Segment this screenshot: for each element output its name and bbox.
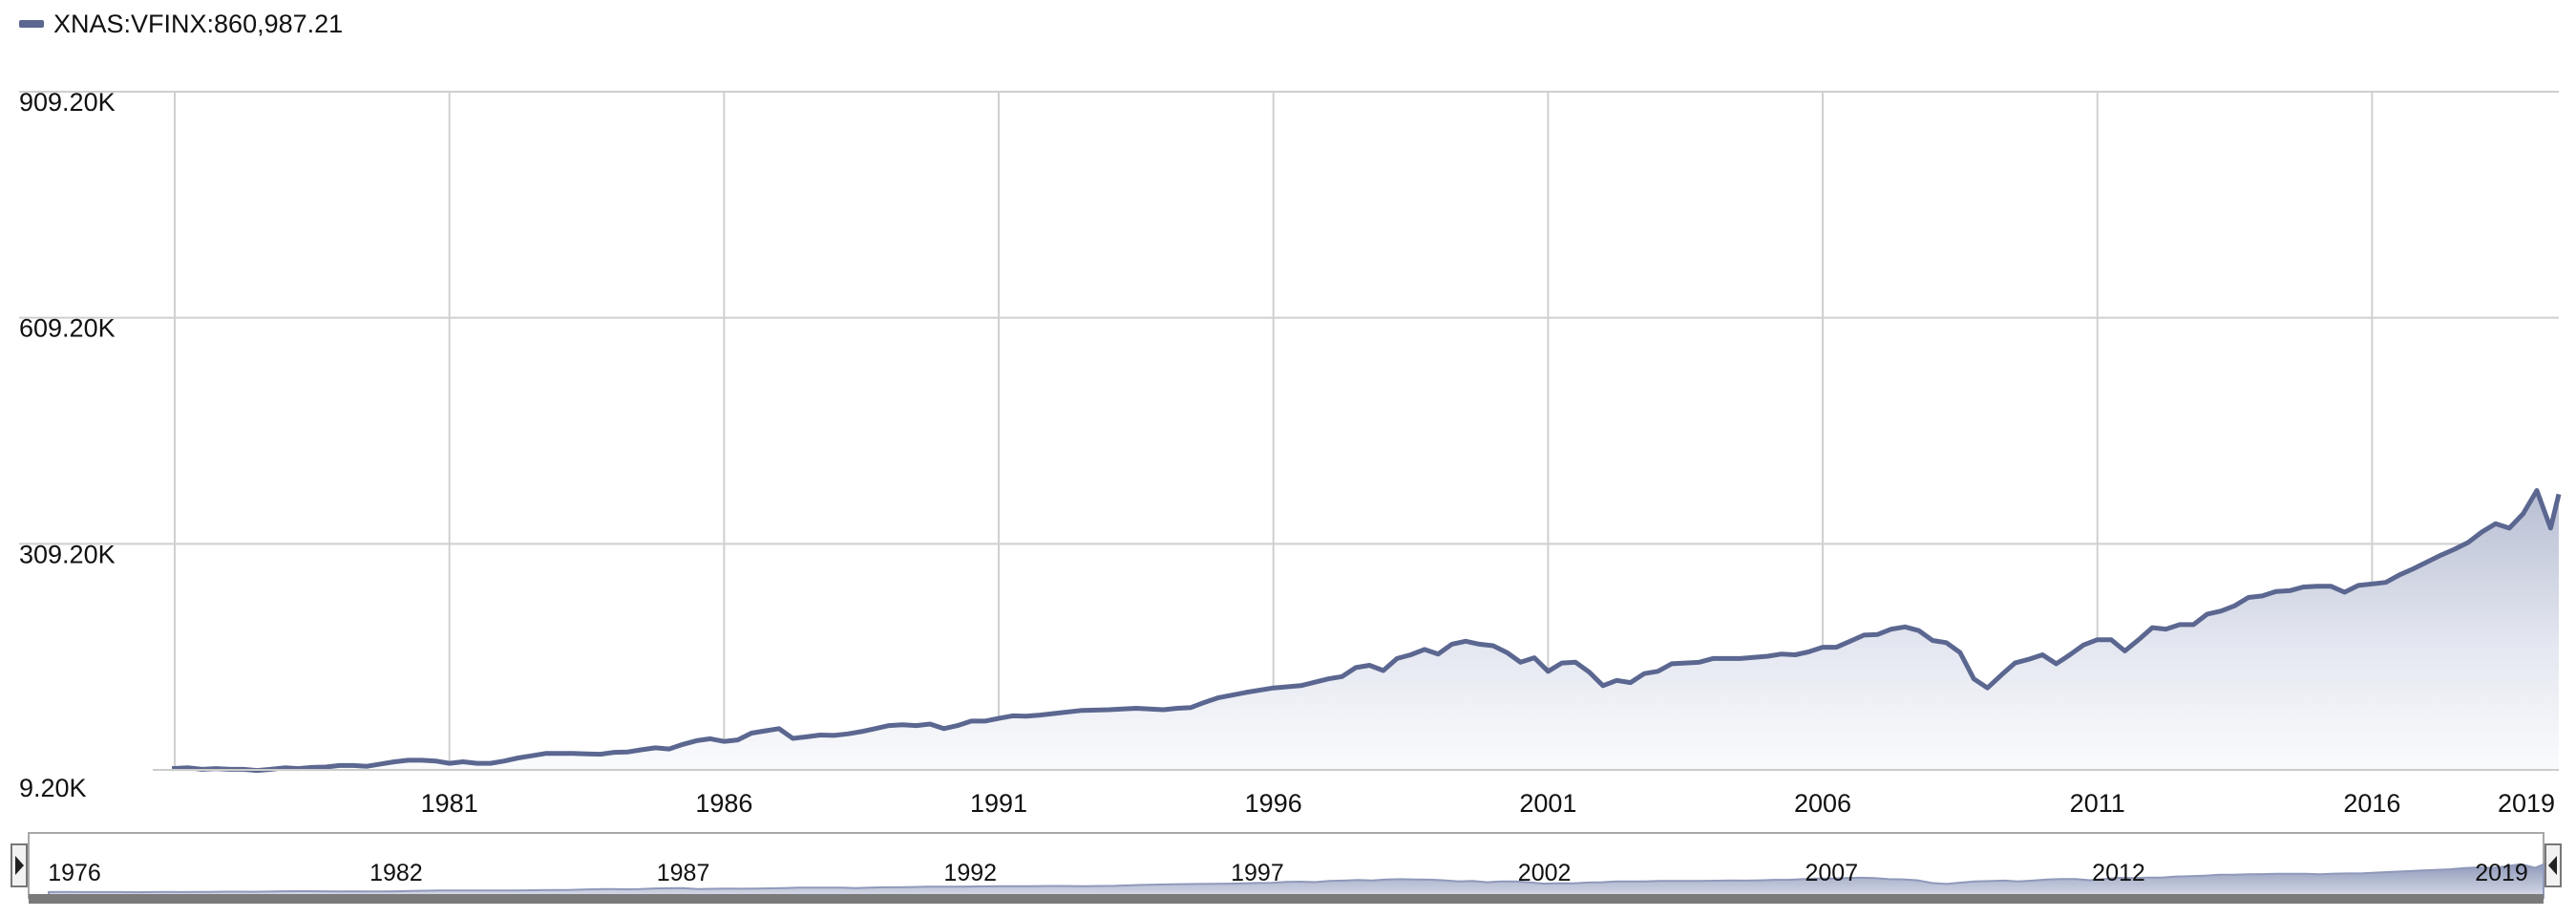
- legend-swatch: [19, 20, 44, 28]
- x-tick-label: 2011: [2070, 789, 2125, 818]
- navigator-tick-label: 1976: [48, 860, 101, 886]
- series-area: [171, 488, 2562, 774]
- y-axis: 9.20K 309.20K 609.20K 909.20K: [19, 88, 116, 802]
- x-tick-label: 1981: [421, 789, 478, 818]
- y-tick-label: 609.20K: [19, 314, 116, 343]
- x-tick-label: 2016: [2343, 789, 2400, 818]
- x-tick-label: 1991: [970, 789, 1027, 818]
- navigator-tick-label: 2002: [1518, 860, 1572, 886]
- navigator-right-handle[interactable]: [2544, 843, 2562, 887]
- x-tick-label: 2001: [1519, 789, 1576, 818]
- legend-label: XNAS:VFINX:860,987.21: [53, 9, 344, 38]
- navigator-tick-label: 1997: [1231, 860, 1284, 886]
- navigator-tick-label: 1982: [370, 860, 423, 886]
- x-tick-label: 2019: [2498, 789, 2555, 818]
- navigator-tick-label: 2007: [1805, 860, 1858, 886]
- plot-frame: [19, 91, 2559, 771]
- x-tick-label: 1996: [1245, 789, 1302, 818]
- navigator-tick-label: 2012: [2092, 860, 2145, 886]
- navigator[interactable]: 1976 1982 1987 1992 1997 2002 2007 2012 2019: [11, 832, 2562, 904]
- y-tick-label: 9.20K: [19, 774, 87, 802]
- series-line[interactable]: [171, 488, 2562, 774]
- legend[interactable]: XNAS:VFINX:860,987.21: [19, 10, 343, 38]
- navigator-scrollbar[interactable]: [29, 894, 2544, 904]
- navigator-tick-label: 1987: [657, 860, 710, 886]
- navigator-series: [48, 863, 2544, 899]
- x-axis: 1981 1986 1991 1996 2001 2006 2011 2016 2019: [421, 789, 2555, 818]
- x-tick-label: 1986: [695, 789, 752, 818]
- y-tick-label: 309.20K: [19, 540, 116, 568]
- navigator-left-handle[interactable]: [11, 843, 28, 887]
- navigator-tick-label: 1992: [943, 860, 997, 886]
- y-tick-label: 909.20K: [19, 88, 116, 117]
- series-fill: [172, 490, 2559, 771]
- x-tick-label: 2006: [1794, 789, 1851, 818]
- navigator-tick-label: 2019: [2475, 860, 2528, 886]
